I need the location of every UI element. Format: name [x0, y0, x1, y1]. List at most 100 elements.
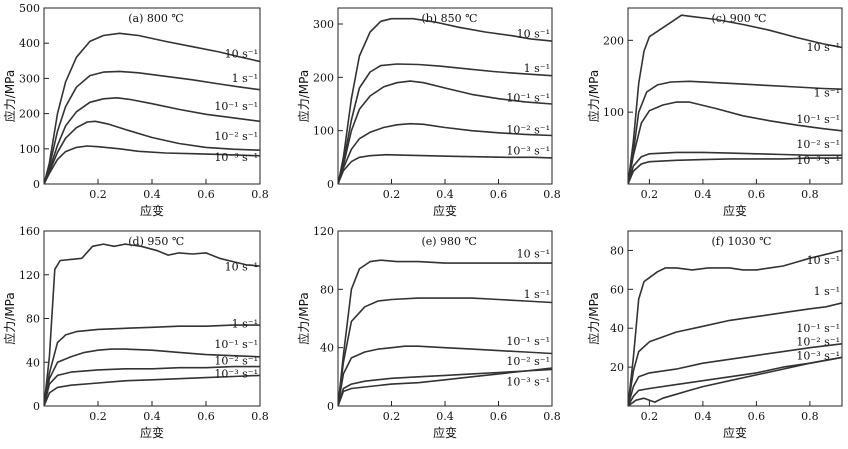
series-label: 1 s⁻¹ [232, 72, 258, 85]
series-line-5 [628, 356, 842, 406]
series-label: 10⁻² s⁻¹ [796, 138, 840, 151]
series-label-base: 1 [814, 86, 825, 99]
series-label: 1 s⁻¹ [232, 317, 258, 330]
series-label-base: 10 [517, 247, 535, 260]
series-label-base: 10⁻² [506, 123, 534, 136]
series-label-base: 10⁻¹ [506, 91, 534, 104]
y-axis-label: 应力/MPa [586, 70, 601, 122]
series-line-2 [338, 63, 552, 184]
series-label-unit: s⁻¹ [534, 123, 550, 136]
series-label-unit: s⁻¹ [242, 317, 258, 330]
chart-title: (e) 980 ℃ [421, 235, 476, 248]
series-line-4 [44, 365, 260, 406]
y-tick-label: 200 [19, 108, 40, 121]
series-label-base: 1 [814, 285, 825, 298]
series-label-base: 10⁻³ [796, 349, 824, 362]
series-line-5 [338, 153, 552, 184]
series-line-1 [44, 243, 260, 406]
y-tick-label: 100 [603, 106, 624, 119]
series-label-base: 10 [807, 254, 825, 267]
series-label-base: 10⁻³ [506, 376, 534, 389]
series-label-unit: s⁻¹ [534, 376, 550, 389]
x-tick-label: 0.8 [543, 188, 561, 201]
x-tick-label: 0.6 [748, 188, 766, 201]
x-tick-label: 0.8 [251, 188, 269, 201]
plot-frame [627, 230, 843, 407]
series-label: 10⁻² s⁻¹ [506, 355, 550, 368]
y-tick-label: 80 [610, 244, 624, 257]
series-line-4 [44, 120, 260, 184]
y-tick-label: 0 [327, 178, 334, 191]
x-axis-label: 应变 [140, 425, 164, 440]
x-tick-label: 0.8 [801, 410, 819, 423]
x-tick-label: 0.4 [694, 410, 712, 423]
x-tick-label: 0.2 [383, 188, 401, 201]
x-tick-label: 0.8 [801, 188, 819, 201]
series-line-4 [338, 368, 552, 406]
x-tick-label: 0.6 [490, 410, 508, 423]
y-tick-label: 0 [33, 400, 40, 413]
y-axis-label: 应力/MPa [2, 292, 17, 344]
x-tick-label: 0.6 [197, 410, 215, 423]
series-label-unit: s⁻¹ [534, 288, 550, 301]
series-line-4 [338, 122, 552, 184]
series-label-unit: s⁻¹ [242, 260, 258, 273]
y-tick-label: 0 [33, 178, 40, 191]
x-tick-label: 0.4 [436, 188, 454, 201]
x-tick-label: 0.6 [197, 188, 215, 201]
series-label-base: 10⁻² [796, 336, 824, 349]
series-label-base: 1 [524, 288, 535, 301]
x-axis-label: 应变 [433, 425, 457, 440]
chart-panel-6: (f) 1030 ℃ 0.2 0.4 0.6 0.8 20 40 60 80 应变 应力/MPa 10… [586, 230, 843, 440]
y-tick-label: 500 [19, 2, 40, 15]
series-line-2 [44, 324, 260, 406]
series-line-5 [338, 367, 552, 406]
series-label-base: 10⁻³ [506, 145, 534, 158]
x-tick-label: 0.2 [641, 188, 659, 201]
series-label-base: 1 [232, 72, 243, 85]
series-label: 10 s⁻¹ [225, 260, 258, 273]
series-label: 10⁻² s⁻¹ [796, 336, 840, 349]
x-tick-label: 0.2 [383, 410, 401, 423]
series-line-4 [628, 356, 842, 406]
series-label-unit: s⁻¹ [824, 336, 840, 349]
series-label: 10⁻¹ s⁻¹ [214, 338, 258, 351]
series-label-base: 1 [524, 62, 535, 75]
y-tick-label: 200 [603, 34, 624, 47]
y-tick-label: 100 [19, 143, 40, 156]
series-label-unit: s⁻¹ [534, 145, 550, 158]
series-line-2 [338, 297, 552, 406]
x-tick-label: 0.8 [543, 410, 561, 423]
series-label: 10⁻³ s⁻¹ [214, 368, 258, 381]
y-tick-label: 80 [26, 313, 40, 326]
series-label-unit: s⁻¹ [242, 100, 258, 113]
series-label: 1 s⁻¹ [814, 285, 840, 298]
series-label-unit: s⁻¹ [824, 138, 840, 151]
y-tick-label: 40 [26, 356, 40, 369]
series-label: 10⁻³ s⁻¹ [506, 376, 550, 389]
y-axis-label: 应力/MPa [296, 292, 311, 344]
x-tick-label: 0.6 [490, 188, 508, 201]
y-tick-label: 40 [320, 342, 334, 355]
y-axis-label: 应力/MPa [586, 292, 601, 344]
series-line-2 [44, 70, 260, 184]
series-line-1 [628, 14, 842, 184]
series-label-unit: s⁻¹ [534, 335, 550, 348]
series-label: 10⁻¹ s⁻¹ [214, 100, 258, 113]
chart-panel-5: (e) 980 ℃ 0.2 0.4 0.6 0.8 0 40 80 120 应变 应力/MPa 10 … [296, 225, 561, 440]
series-line-2 [628, 302, 842, 406]
x-axis-label: 应变 [433, 203, 457, 218]
series-line-1 [628, 249, 842, 406]
y-tick-label: 160 [19, 225, 40, 238]
series-label-base: 10⁻¹ [796, 322, 824, 335]
series-label-unit: s⁻¹ [242, 72, 258, 85]
x-tick-label: 0.6 [748, 410, 766, 423]
series-label: 1 s⁻¹ [524, 62, 550, 75]
series-label-base: 10⁻¹ [214, 100, 242, 113]
series-label-base: 10⁻³ [214, 368, 242, 381]
series-line-3 [338, 345, 552, 406]
chart-title: (f) 1030 ℃ [711, 235, 771, 248]
y-tick-label: 20 [610, 361, 624, 374]
